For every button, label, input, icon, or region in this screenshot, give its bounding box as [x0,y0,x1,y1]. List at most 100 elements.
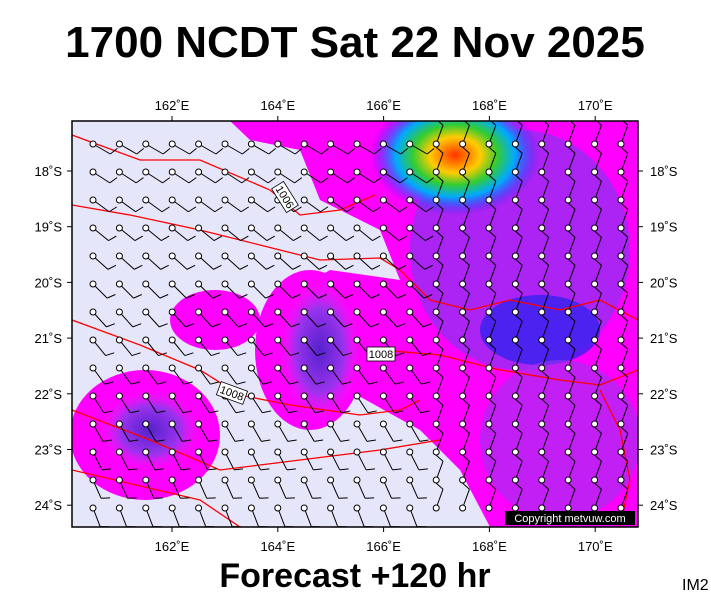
wind-barb-flag [366,439,376,442]
wind-station [591,224,599,232]
wind-barb-flag [435,314,444,322]
wind-station [89,168,97,176]
wind-station [221,448,229,456]
lat-label: 19˚S [35,220,63,235]
wind-barb-flag [515,146,523,154]
forecast-label: Forecast +120 hr [219,557,490,595]
wind-barb-flag [462,454,470,462]
wind-station [564,364,572,372]
lon-label: 170˚E [578,539,613,554]
wind-barb-flag [161,235,170,242]
wind-station [485,196,493,204]
wind-station [89,336,97,344]
wind-barb-flag [108,235,117,242]
wind-barb-flag [425,206,434,213]
wind-station [142,476,150,484]
wind-barb-flag [320,177,329,184]
lat-label: 18˚S [650,164,678,179]
wind-station [353,280,361,288]
wind-barb-flag [620,230,629,238]
wind-barb-flag [134,235,144,242]
wind-station [511,224,519,232]
isobar-label-text: 1008 [369,349,393,361]
wind-station [89,280,97,288]
wind-barb-flag [290,352,300,357]
wind-barb-flag [268,147,277,155]
wind-station [274,392,282,400]
wind-barb-flag [160,264,169,270]
wind-station [115,336,123,344]
wind-station [379,364,387,372]
wind-barb-flag [396,323,406,328]
wind-station [432,196,440,204]
wind-station [459,252,467,260]
title: 1700 NCDT Sat 22 Nov 2025 [65,18,645,67]
wind-station [406,224,414,232]
wind-station [538,504,546,512]
wind-station [195,140,203,148]
wind-barb-flag [488,426,497,434]
wind-barb-flag [313,468,323,471]
wind-barb-flag [395,352,405,357]
lat-label: 18˚S [35,164,63,179]
wind-barb-flag [620,314,629,322]
wind-station [221,196,229,204]
wind-barb-flag [435,342,444,350]
wind-barb-flag [567,258,576,266]
wind-station [379,308,387,316]
wind-barb-flag [567,230,576,238]
wind-station [300,308,308,316]
wind-barb-flag [188,177,197,184]
wind-station [300,224,308,232]
wind-station [247,336,255,344]
wind-barb-flag [435,454,444,462]
wind-barb-flag [262,410,272,414]
wind-barb-flag [242,147,250,155]
wind-station [406,364,414,372]
wind-station [327,336,335,344]
wind-station [406,336,414,344]
wind-barb-flag [320,206,329,213]
wind-station [327,196,335,204]
wind-barb-flag [541,286,549,294]
wind-barb-flag [620,258,629,266]
wind-station [485,448,493,456]
wind-barb-flag [435,146,444,154]
wind-station [274,140,282,148]
wind-station [195,392,203,400]
wind-station [168,420,176,428]
wind-barb-flag [156,410,166,414]
wind-barb-flag [462,146,470,154]
wind-station [274,224,282,232]
wind-station [195,252,203,260]
wind-station [459,196,467,204]
wind-barb-flag [594,258,602,266]
wind-barb-flag [345,235,355,242]
wind-barb-flag [374,147,382,155]
wind-barb-flag [541,258,549,266]
wind-barb-flag [435,426,444,434]
wind-station [511,252,519,260]
wind-station [511,392,519,400]
wind-station [89,392,97,400]
wind-barb-flag [462,482,470,490]
wind-station [247,448,255,456]
wind-barb-flag [207,468,217,471]
wind-barb-flag [488,482,497,490]
wind-station [115,392,123,400]
wind-barb-flag [392,468,402,471]
wind-station [353,476,361,484]
wind-barb-flag [317,323,327,328]
lat-label: 20˚S [35,275,63,290]
wind-barb-flag [462,398,470,406]
wind-barb-flag [133,294,142,299]
wind-station [142,308,150,316]
wind-barb-flag [462,230,470,238]
wind-station [511,308,519,316]
wind-station [459,392,467,400]
wind-station [221,336,229,344]
wind-barb-flag [213,235,223,242]
wind-barb-flag [211,323,221,328]
wind-station [327,252,335,260]
wind-barb-flag [236,381,246,385]
